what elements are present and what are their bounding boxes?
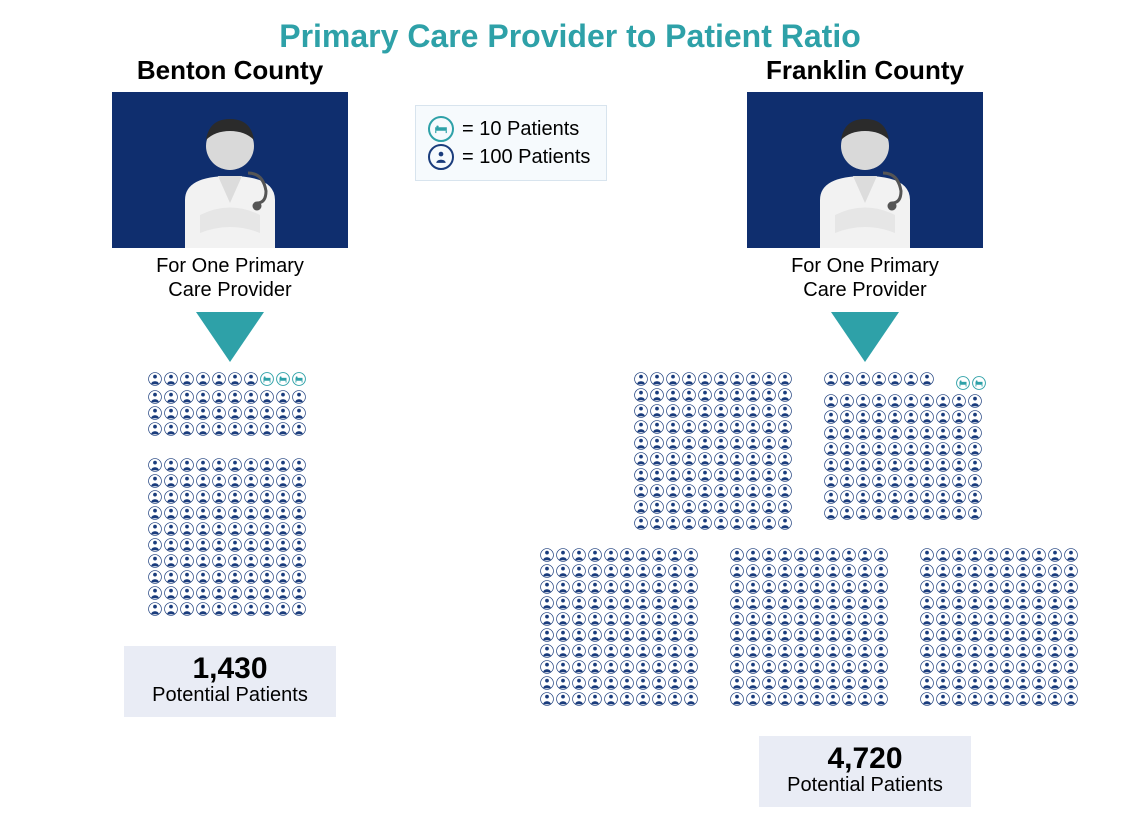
bed-icon	[428, 116, 454, 142]
franklin-value: 4,720	[787, 742, 943, 776]
down-arrow-icon	[196, 312, 264, 362]
main-container: = 10 Patients = 100 Patients Benton Coun…	[0, 55, 1140, 815]
franklin-county: Franklin County For One Primary Care Pro…	[600, 55, 1130, 807]
legend-person-label: = 100 Patients	[462, 146, 590, 169]
page-title: Primary Care Provider to Patient Ratio	[0, 0, 1140, 55]
legend-row-bed: = 10 Patients	[428, 116, 590, 142]
down-arrow-icon	[831, 312, 899, 362]
benton-pictogram	[80, 372, 380, 632]
legend-row-person: = 100 Patients	[428, 144, 590, 170]
benton-title: Benton County	[80, 55, 380, 86]
benton-result: 1,430 Potential Patients	[124, 646, 336, 717]
legend-bed-label: = 10 Patients	[462, 118, 579, 141]
franklin-doctor-icon	[747, 92, 983, 248]
benton-county: Benton County For One Primary Care Provi…	[80, 55, 380, 717]
franklin-result-label: Potential Patients	[787, 774, 943, 797]
franklin-pictogram	[600, 372, 1130, 722]
franklin-subtitle: For One Primary Care Provider	[600, 254, 1130, 302]
benton-result-label: Potential Patients	[152, 684, 308, 707]
legend: = 10 Patients = 100 Patients	[415, 105, 607, 181]
benton-value: 1,430	[152, 652, 308, 686]
benton-doctor-icon	[112, 92, 348, 248]
franklin-title: Franklin County	[600, 55, 1130, 86]
franklin-subtitle-1: For One Primary	[791, 255, 939, 277]
franklin-result: 4,720 Potential Patients	[759, 736, 971, 807]
benton-subtitle: For One Primary Care Provider	[80, 254, 380, 302]
franklin-subtitle-2: Care Provider	[803, 279, 926, 301]
person-icon	[428, 144, 454, 170]
benton-subtitle-1: For One Primary	[156, 255, 304, 277]
benton-subtitle-2: Care Provider	[168, 279, 291, 301]
